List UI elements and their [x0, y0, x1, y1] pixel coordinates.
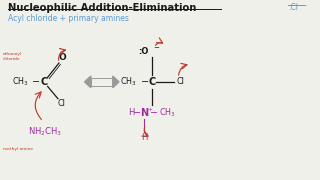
Text: methyl amine: methyl amine: [3, 147, 33, 151]
Text: Nucleophilic Addition-Elimination: Nucleophilic Addition-Elimination: [8, 3, 196, 13]
Text: Acyl chloride + primary amines: Acyl chloride + primary amines: [8, 14, 129, 23]
Text: −: −: [301, 3, 307, 8]
Text: −: −: [133, 108, 141, 118]
Text: C: C: [148, 77, 156, 87]
Text: :O: :O: [138, 47, 148, 56]
Text: ethanoyl
chloride: ethanoyl chloride: [3, 52, 21, 61]
Text: +: +: [148, 107, 152, 112]
Text: −: −: [32, 77, 40, 87]
Text: CH$_3$: CH$_3$: [120, 76, 137, 88]
Text: :Cl: :Cl: [288, 3, 298, 12]
Polygon shape: [84, 76, 91, 88]
Text: −: −: [140, 77, 149, 87]
Text: CH$_3$: CH$_3$: [159, 107, 176, 119]
Text: −: −: [153, 45, 159, 51]
Text: −: −: [150, 108, 158, 118]
Polygon shape: [113, 76, 119, 88]
Text: CH$_3$: CH$_3$: [12, 76, 29, 88]
Text: H: H: [141, 133, 147, 142]
Text: O: O: [58, 53, 66, 62]
Text: H: H: [128, 108, 134, 117]
Text: Cl: Cl: [58, 100, 65, 109]
Text: NH$_2$CH$_3$: NH$_2$CH$_3$: [28, 126, 61, 138]
Text: C: C: [41, 77, 48, 87]
Text: N: N: [140, 108, 148, 118]
Text: Cl: Cl: [176, 77, 184, 86]
